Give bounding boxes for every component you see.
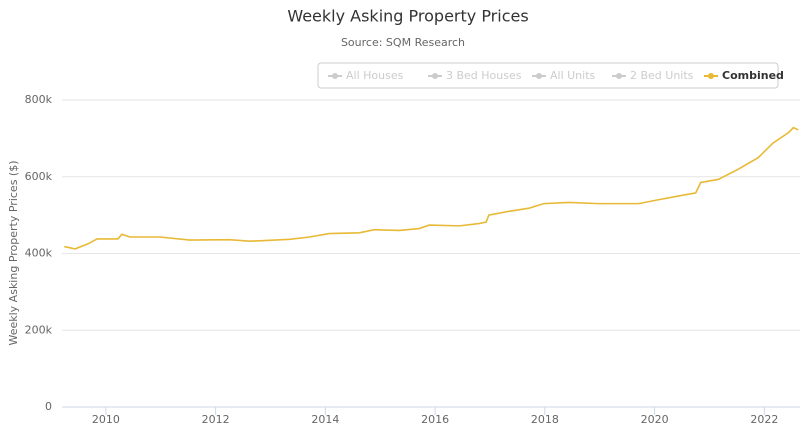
legend-marker — [536, 73, 542, 79]
y-tick-label: 800k — [25, 93, 53, 106]
x-tick-label: 2018 — [531, 413, 559, 426]
data-line — [64, 126, 799, 250]
legend-marker — [332, 73, 338, 79]
legend-label[interactable]: All Houses — [346, 69, 404, 82]
x-tick-label: 2014 — [311, 413, 339, 426]
legend-marker — [708, 73, 714, 79]
chart-subtitle: Source: SQM Research — [341, 36, 465, 49]
y-tick-label: 600k — [25, 170, 53, 183]
legend-box — [317, 62, 779, 89]
legend-label[interactable]: 3 Bed Houses — [446, 69, 522, 82]
legend-marker — [432, 73, 438, 79]
y-tick-label: 400k — [25, 247, 53, 260]
legend-label[interactable]: Combined — [722, 69, 784, 82]
y-axis-label: Weekly Asking Property Prices ($) — [7, 160, 20, 345]
legend-marker — [616, 73, 622, 79]
y-tick-label: 0 — [45, 400, 52, 413]
x-tick-label: 2020 — [641, 413, 669, 426]
x-tick-label: 2022 — [750, 413, 778, 426]
x-tick-label: 2012 — [202, 413, 230, 426]
legend-label[interactable]: All Units — [550, 69, 596, 82]
legend-label[interactable]: 2 Bed Units — [630, 69, 694, 82]
x-tick-label: 2010 — [92, 413, 120, 426]
chart-title: Weekly Asking Property Prices — [287, 7, 528, 26]
y-tick-label: 200k — [25, 323, 53, 336]
x-tick-label: 2016 — [421, 413, 449, 426]
